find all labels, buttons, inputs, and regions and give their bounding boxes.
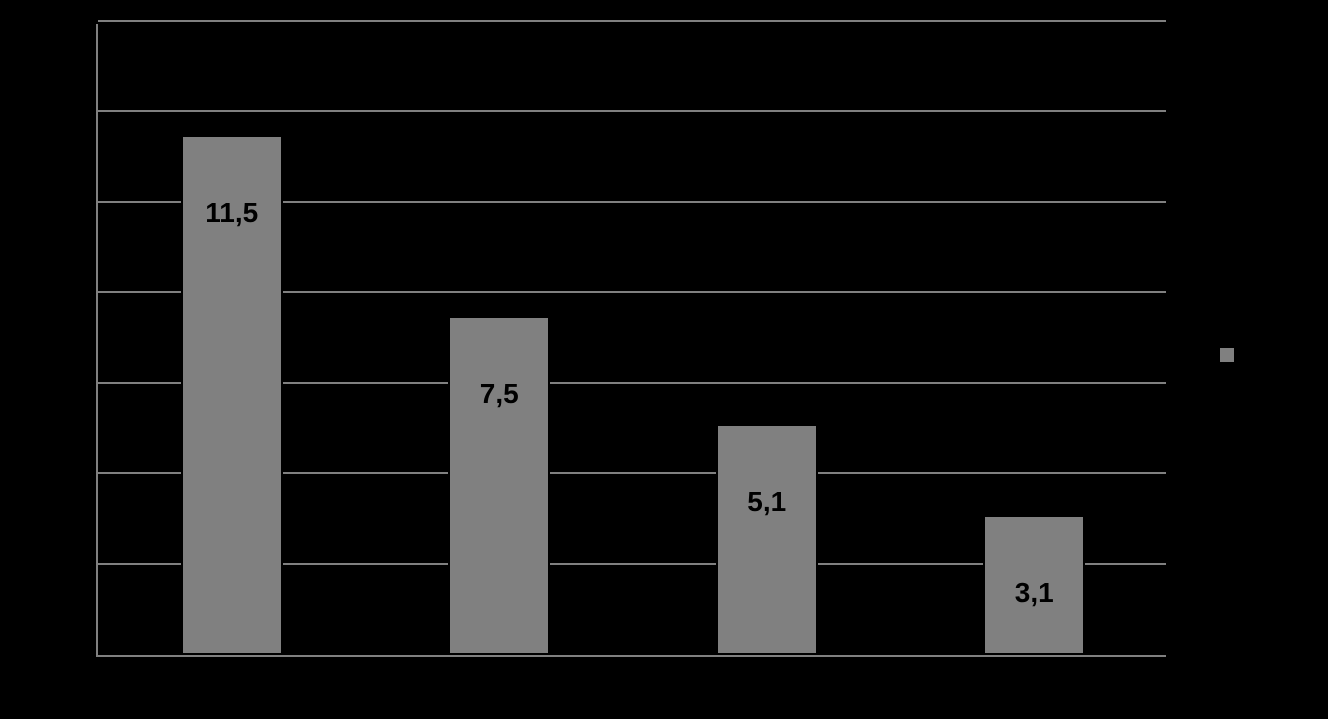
plot-area: 11,5 7,5 5,1 3,1 xyxy=(96,24,1166,657)
gridline xyxy=(98,20,1166,22)
bar-value-label: 11,5 xyxy=(183,197,281,229)
bar-value-label: 5,1 xyxy=(718,486,816,518)
bar: 3,1 xyxy=(983,515,1085,655)
bar: 5,1 xyxy=(716,424,818,655)
bar-value-label: 3,1 xyxy=(985,577,1083,609)
bar: 11,5 xyxy=(181,135,283,655)
bar-value-label: 7,5 xyxy=(450,378,548,410)
legend-marker xyxy=(1218,346,1236,364)
gridline xyxy=(98,110,1166,112)
bar-chart: 11,5 7,5 5,1 3,1 xyxy=(0,0,1328,719)
bar: 7,5 xyxy=(448,316,550,655)
